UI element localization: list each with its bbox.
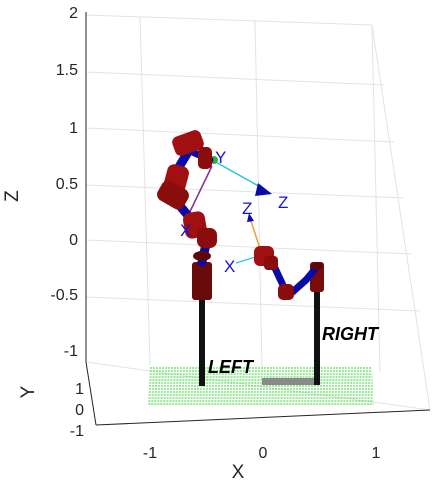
left-arm-joints <box>157 130 217 261</box>
y-axis-label: Y <box>18 385 39 398</box>
z-axis-label: Z <box>2 190 23 202</box>
frame-label-upper-y: Y <box>215 148 226 167</box>
box-grid <box>85 14 431 411</box>
right-arm-joints <box>254 246 323 300</box>
frame-label-upper-x: X <box>180 221 191 240</box>
y-tick-label: 1 <box>75 381 84 398</box>
right-arm-label: RIGHT <box>322 324 380 344</box>
floor-grid <box>148 367 374 405</box>
left-post <box>199 298 205 386</box>
frame-label-upper-z: Z <box>278 193 288 212</box>
z-ticks: 2 1.5 1 0.5 0 -0.5 -1 <box>50 5 78 360</box>
frame-label-lower-z: Z <box>242 199 252 218</box>
z-tick-label: 1.5 <box>56 62 78 79</box>
x-tick-label: -1 <box>143 445 157 462</box>
left-arm-label: LEFT <box>208 357 255 377</box>
gripper-bar <box>262 378 317 385</box>
x-tick-label: 1 <box>372 445 381 462</box>
z-tick-label: 1 <box>69 120 78 137</box>
axis-lines <box>85 12 431 426</box>
left-pedestal <box>192 262 212 300</box>
z-tick-label: 2 <box>69 5 78 22</box>
z-tick-label: 0.5 <box>56 176 78 193</box>
x-axis-label: X <box>232 462 245 482</box>
frame-label-lower-x: X <box>224 257 235 276</box>
z-tick-label: 0 <box>69 232 78 249</box>
y-tick-label: -1 <box>70 423 84 440</box>
x-tick-label: 0 <box>259 445 268 462</box>
z-tick-label: -1 <box>64 343 78 360</box>
x-ticks: -1 0 1 <box>143 445 381 462</box>
y-tick-label: 0 <box>75 402 84 419</box>
y-ticks: 1 0 -1 <box>70 381 84 440</box>
right-post <box>314 290 320 385</box>
z-tick-label: -0.5 <box>50 287 78 304</box>
